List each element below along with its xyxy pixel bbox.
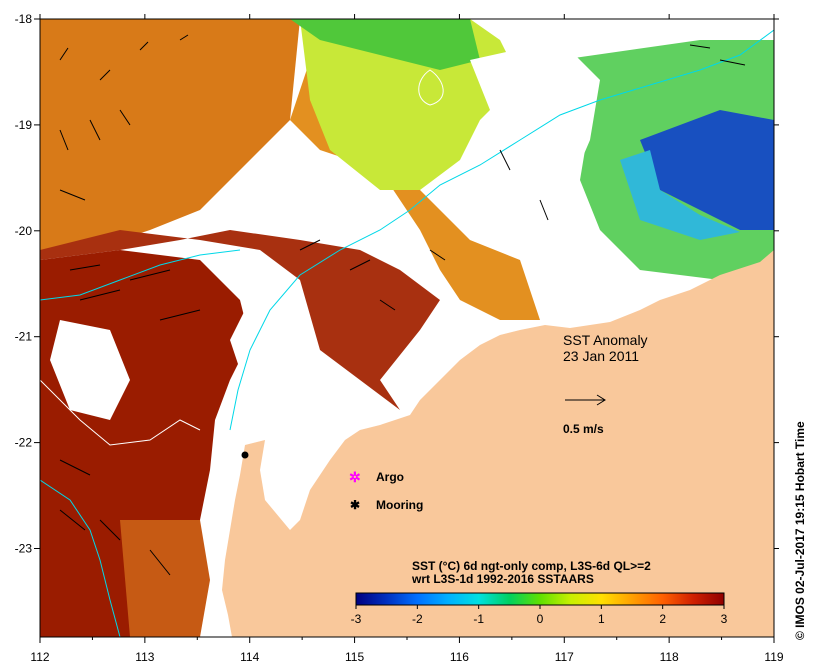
y-tick-label: -18 (15, 12, 33, 26)
contour-white-2 (418, 69, 444, 106)
plot-area (40, 19, 774, 637)
colorbar-caption-line2: wrt L3S-1d 1992-2016 SSTAARS (411, 572, 594, 586)
sst-green-north (290, 19, 480, 70)
mooring-label: Mooring (376, 498, 423, 512)
cloud-gap-mid (230, 300, 280, 370)
sst-warm-north (40, 19, 540, 320)
legend-mooring: ✱ Mooring (350, 498, 423, 512)
colorbar-tick-label: -2 (412, 612, 423, 626)
sst-cold-east (640, 110, 774, 230)
x-tick-label: 115 (345, 650, 364, 664)
colorbar-tick-label: -3 (351, 612, 362, 626)
argo-icon: ✲ (349, 469, 361, 485)
colorbar-tick-label: 3 (721, 612, 728, 626)
current-contour-2 (40, 249, 241, 301)
sst-cyan-east (620, 150, 740, 240)
argo-label: Argo (376, 470, 404, 484)
y-tick-label: -23 (15, 542, 33, 556)
cloud-gap-centre (450, 40, 600, 260)
x-tick-label: 112 (30, 650, 49, 664)
colorbar-tick-label: 0 (537, 612, 544, 626)
y-tick-label: -20 (15, 224, 33, 238)
map-title: SST Anomaly (563, 332, 648, 348)
x-tick-label: 113 (135, 650, 154, 664)
australian-coastline-land (222, 250, 774, 637)
current-contour-1 (229, 29, 774, 431)
x-tick-label: 116 (450, 650, 469, 664)
x-tick-label: 119 (764, 650, 783, 664)
mooring-icon: ✱ (350, 498, 360, 512)
colorbar-tick-label: 2 (659, 612, 666, 626)
colorbar-caption-line1: SST (°C) 6d ngt-only comp, L3S-6d QL>=2 (412, 559, 651, 573)
colorbar-ticks: -3 -2 -1 0 1 2 3 (351, 605, 728, 626)
y-tick-label: -21 (15, 330, 33, 344)
colorbar-tick-label: 1 (598, 612, 605, 626)
x-axis: 112 113 114 115 116 117 118 119 (30, 14, 784, 664)
y-tick-label: -19 (15, 118, 33, 132)
colorbar (355, 592, 725, 606)
sst-orange-south (120, 520, 210, 637)
cloud-gap-west (50, 320, 130, 420)
legend-argo: ✲ Argo (349, 469, 404, 485)
sst-warm-west (40, 19, 300, 260)
scale-arrow (565, 394, 606, 406)
x-tick-label: 118 (660, 650, 679, 664)
x-tick-label: 114 (240, 650, 259, 664)
mooring-station-marker (241, 451, 249, 459)
current-contour-3 (40, 479, 121, 637)
velocity-arrows (59, 34, 746, 576)
x-tick-label: 117 (555, 650, 574, 664)
colorbar-tick-label: -1 (473, 612, 484, 626)
y-tick-label: -22 (15, 436, 33, 450)
scale-label: 0.5 m/s (563, 422, 604, 436)
y-axis: -18 -19 -20 -21 -22 -23 (15, 12, 779, 556)
map-date: 23 Jan 2011 (563, 348, 639, 364)
imos-credit: © IMOS 02-Jul-2017 19:15 Hobart Time (793, 421, 807, 640)
sst-hot-central (40, 230, 440, 410)
contour-white-1 (40, 379, 201, 446)
